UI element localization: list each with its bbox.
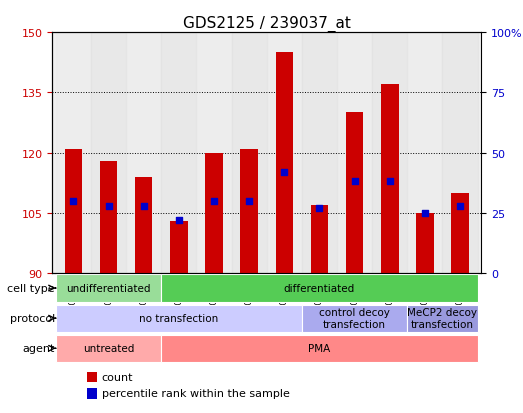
Bar [161, 275, 477, 302]
Bar [416, 213, 434, 273]
Bar [451, 193, 469, 273]
Text: agent: agent [22, 344, 55, 354]
Text: protocol: protocol [10, 313, 55, 323]
Bar [232, 33, 267, 273]
Text: percentile rank within the sample: percentile rank within the sample [101, 388, 290, 398]
Point [385, 179, 394, 185]
Bar [205, 153, 223, 273]
Point [69, 198, 77, 204]
Bar [87, 388, 97, 399]
Bar [161, 335, 477, 362]
Bar [91, 33, 126, 273]
Bar [276, 53, 293, 273]
Bar [56, 305, 302, 332]
Bar [65, 149, 82, 273]
Bar [56, 33, 91, 273]
Point [280, 169, 289, 176]
Bar [381, 85, 399, 273]
Bar [372, 33, 407, 273]
Text: count: count [101, 372, 133, 382]
Bar [337, 33, 372, 273]
Bar [407, 33, 442, 273]
Bar [135, 177, 153, 273]
Point [420, 210, 429, 216]
Bar [126, 33, 161, 273]
Bar [56, 275, 161, 302]
Text: undifferentiated: undifferentiated [66, 283, 151, 293]
Bar [302, 33, 337, 273]
Bar [197, 33, 232, 273]
Text: control decoy
transfection: control decoy transfection [319, 308, 390, 329]
Point [140, 203, 148, 209]
Text: PMA: PMA [309, 344, 331, 354]
Bar [241, 149, 258, 273]
Title: GDS2125 / 239037_at: GDS2125 / 239037_at [183, 16, 350, 32]
Text: cell type: cell type [7, 283, 55, 293]
Bar [267, 33, 302, 273]
Text: MeCP2 decoy
transfection: MeCP2 decoy transfection [407, 308, 477, 329]
Point [210, 198, 218, 204]
Bar [442, 33, 477, 273]
Bar [302, 305, 407, 332]
Point [245, 198, 253, 204]
Point [350, 179, 359, 185]
Bar [161, 33, 197, 273]
Point [315, 205, 324, 212]
Text: no transfection: no transfection [139, 313, 219, 323]
Bar [100, 161, 117, 273]
Bar [87, 372, 97, 382]
Point [175, 217, 183, 224]
Bar [346, 113, 363, 273]
Bar [56, 335, 161, 362]
Text: untreated: untreated [83, 344, 134, 354]
Bar [407, 305, 477, 332]
Point [456, 203, 464, 209]
Bar [170, 221, 188, 273]
Bar [311, 205, 328, 273]
Text: differentiated: differentiated [284, 283, 355, 293]
Point [105, 203, 113, 209]
